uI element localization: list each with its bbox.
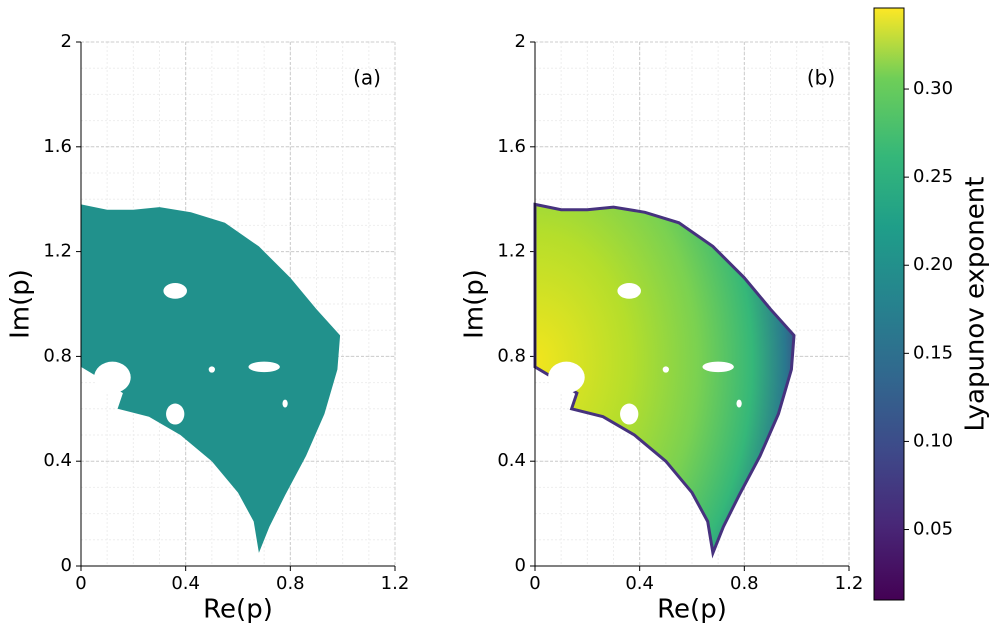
- hole: [163, 283, 187, 299]
- x-tick-label: 1.2: [381, 573, 410, 594]
- x-tick-label: 0: [529, 573, 540, 594]
- hole: [736, 399, 742, 408]
- y-tick-label: 0.4: [497, 450, 526, 471]
- y-tick-label: 0: [61, 555, 72, 576]
- hole: [166, 403, 185, 425]
- x-tick-label: 0.8: [276, 573, 305, 594]
- colorbar-tick-label: 0.30: [913, 78, 953, 99]
- y-axis-label: Im(p): [6, 269, 36, 339]
- hole: [620, 403, 639, 425]
- y-tick-label: 0.8: [43, 345, 72, 366]
- y-tick-label: 0.8: [497, 345, 526, 366]
- hole: [208, 366, 215, 373]
- y-tick-label: 2: [61, 31, 72, 52]
- y-tick-label: 2: [515, 31, 526, 52]
- colorbar-tick-label: 0.10: [913, 430, 953, 451]
- colorbar-tick-label: 0.15: [913, 342, 953, 363]
- colorbar: [873, 7, 905, 601]
- x-tick-label: 0.8: [730, 573, 759, 594]
- region: [81, 204, 341, 553]
- x-tick-label: 1.2: [835, 573, 864, 594]
- y-tick-label: 1.6: [497, 136, 526, 157]
- y-tick-label: 1.2: [497, 241, 526, 262]
- x-tick-label: 0: [75, 573, 86, 594]
- hole: [662, 366, 669, 373]
- x-axis-label: Re(p): [657, 595, 727, 625]
- hole: [617, 283, 641, 299]
- hole: [94, 361, 131, 394]
- colorbar-tick-label: 0.25: [913, 166, 953, 187]
- annotation: (b): [807, 66, 835, 90]
- colorbar-tick-label: 0.05: [913, 519, 953, 540]
- y-tick-label: 0.4: [43, 450, 72, 471]
- y-tick-label: 1.2: [43, 241, 72, 262]
- hole: [702, 361, 734, 373]
- colorbar-label: Lyapunov exponent: [961, 177, 991, 432]
- colorbar-tick-label: 0.20: [913, 254, 953, 275]
- hole: [282, 399, 288, 408]
- hole: [248, 361, 280, 373]
- hole: [548, 361, 585, 394]
- x-tick-label: 0.4: [171, 573, 200, 594]
- region: [533, 202, 796, 559]
- y-tick-label: 1.6: [43, 136, 72, 157]
- y-tick-label: 0: [515, 555, 526, 576]
- x-tick-label: 0.4: [625, 573, 654, 594]
- annotation: (a): [353, 66, 381, 90]
- x-axis-label: Re(p): [203, 595, 273, 625]
- y-axis-label: Im(p): [460, 269, 490, 339]
